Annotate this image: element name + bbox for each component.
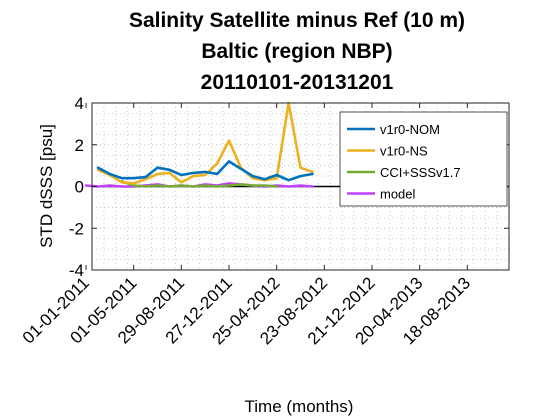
y-tick-label: -2 xyxy=(69,219,84,238)
chart-title-line-1: Salinity Satellite minus Ref (10 m) xyxy=(129,9,465,32)
series-line-v1r0-NS xyxy=(96,101,314,185)
legend-label: CCI+SSSv1.7 xyxy=(380,165,461,180)
legend-label: model xyxy=(380,187,416,202)
y-tick-label: -4 xyxy=(69,261,84,280)
y-tick-label: 4 xyxy=(75,94,84,113)
legend-box xyxy=(339,111,508,207)
series-line-CCI+SSSv1.7 xyxy=(120,180,279,188)
y-tick-label: 0 xyxy=(75,178,84,197)
legend-label: v1r0-NOM xyxy=(380,122,440,137)
series-line-v1r0-NOM xyxy=(96,160,314,182)
chart-title: Salinity Satellite minus Ref (10 m) Balt… xyxy=(129,9,465,94)
chart-title-line-3: 20110101-20131201 xyxy=(201,71,394,94)
chart-title-line-2: Baltic (region NBP) xyxy=(201,40,392,63)
y-tick-label: 2 xyxy=(75,136,84,155)
legend-label: v1r0-NS xyxy=(380,144,428,159)
legend: v1r0-NOM v1r0-NS CCI+SSSv1.7 model xyxy=(339,111,508,207)
y-axis-label: STD dSSS [psu] xyxy=(37,124,56,248)
x-axis-label: Time (months) xyxy=(245,397,354,416)
